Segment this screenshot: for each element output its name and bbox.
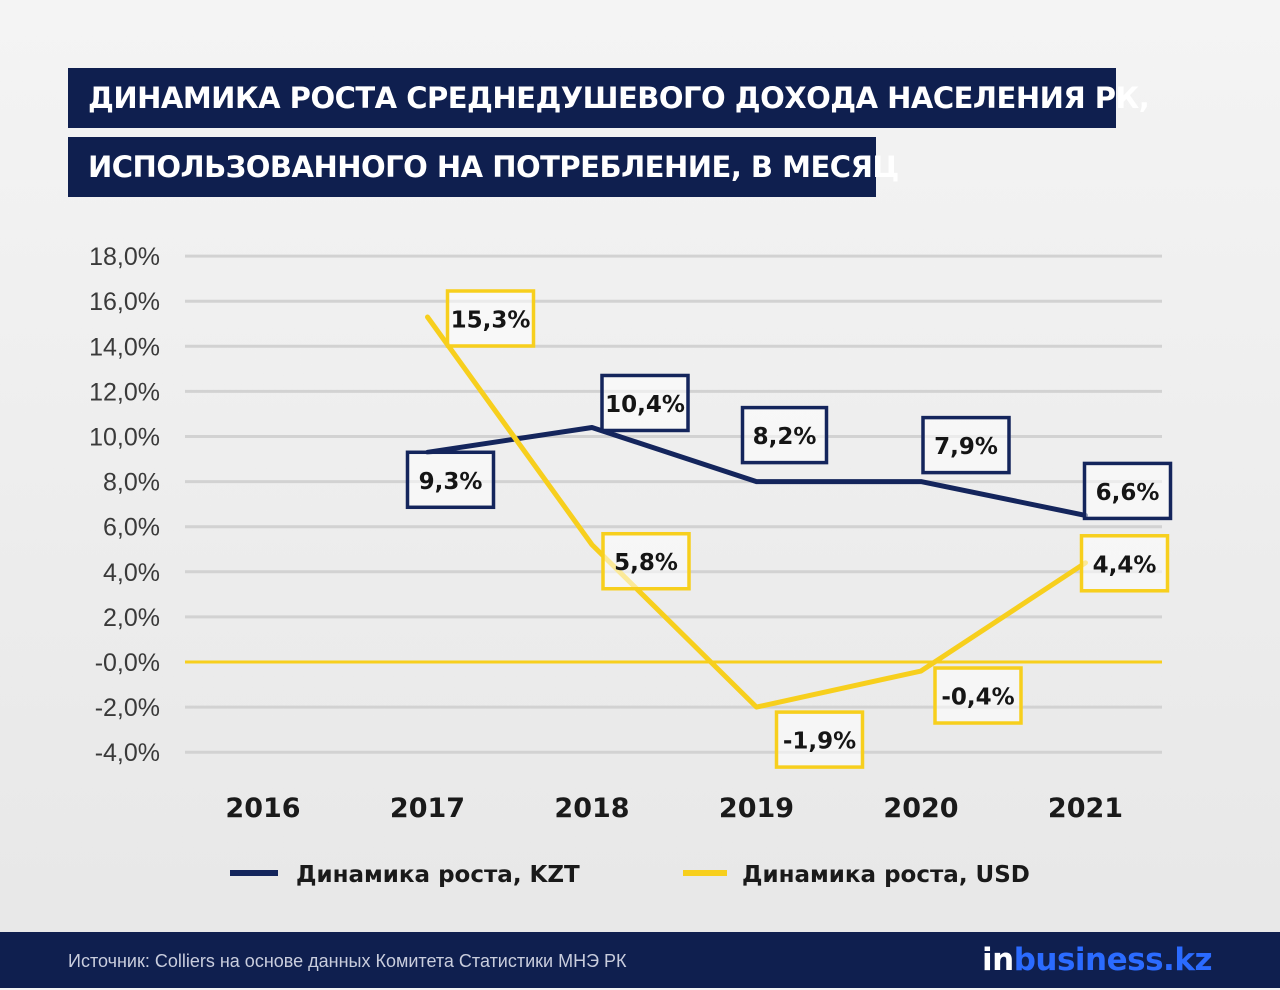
y-tick-label: 6,0% xyxy=(103,514,160,542)
x-tick-label: 2018 xyxy=(554,793,629,824)
usd-data-label-box xyxy=(1079,534,1170,593)
legend-kzt-label: Динамика роста, KZT xyxy=(296,862,580,888)
x-tick-label: 2020 xyxy=(883,793,958,824)
kzt-data-label: 7,9% xyxy=(934,434,998,460)
line-chart: 18,0% 16,0% 14,0% 12,0% 10,0% 8,0% 6,0% 4,0% 2,0… xyxy=(89,243,1173,888)
usd-series-line xyxy=(425,314,1088,710)
usd-data-label: -0,4% xyxy=(941,685,1014,711)
chart-title-line-2: ИСПОЛЬЗОВАННОГО НА ПОТРЕБЛЕНИЕ, В МЕСЯЦ xyxy=(68,137,899,197)
kzt-data-label: 9,3% xyxy=(419,469,483,495)
kzt-data-label-box xyxy=(600,373,690,433)
x-tick-label: 2017 xyxy=(390,793,465,824)
kzt-data-label-box xyxy=(1082,461,1173,521)
y-tick-label: 18,0% xyxy=(89,243,160,271)
usd-data-label: 15,3% xyxy=(451,307,531,333)
usd-data-label-box xyxy=(933,666,1023,725)
chart-title-line-1: ДИНАМИКА РОСТА СРЕДНЕДУШЕВОГО ДОХОДА НАС… xyxy=(68,68,1150,128)
y-tick-label: -2,0% xyxy=(95,694,160,722)
y-tick-label: 8,0% xyxy=(103,469,160,497)
y-tick-label: -0,0% xyxy=(95,649,160,677)
usd-data-label: 4,4% xyxy=(1093,552,1157,578)
y-tick-label: 10,0% xyxy=(89,424,160,452)
y-tick-label: 12,0% xyxy=(89,378,160,406)
usd-data-label-box xyxy=(601,531,691,591)
footer-bar: Источник: Colliers на основе данных Коми… xyxy=(0,932,1280,988)
y-tick-label: 2,0% xyxy=(103,604,160,632)
kzt-data-label-box xyxy=(405,450,496,510)
kzt-series-line xyxy=(425,424,1088,518)
x-tick-label: 2019 xyxy=(719,793,794,824)
usd-data-label: 5,8% xyxy=(614,550,678,576)
y-tick-label: -4,0% xyxy=(95,739,160,767)
usd-data-label-box xyxy=(445,289,536,348)
kzt-data-label: 10,4% xyxy=(605,392,685,418)
brand-logo: inbusiness.kz xyxy=(982,942,1212,978)
legend-usd-label: Динамика роста, USD xyxy=(742,862,1030,888)
x-tick-label: 2021 xyxy=(1048,793,1123,824)
kzt-data-label-box xyxy=(921,415,1011,475)
usd-data-label-box xyxy=(774,710,865,769)
kzt-data-label: 8,2% xyxy=(753,424,817,450)
kzt-data-label: 6,6% xyxy=(1096,480,1160,506)
usd-data-label: -1,9% xyxy=(783,729,856,755)
y-tick-label: 16,0% xyxy=(89,288,160,316)
x-tick-label: 2016 xyxy=(225,793,300,824)
source-note: Источник: Colliers на основе данных Коми… xyxy=(68,951,627,971)
y-tick-label: 4,0% xyxy=(103,559,160,587)
kzt-data-label-box xyxy=(740,405,829,465)
y-tick-label: 14,0% xyxy=(89,333,160,361)
